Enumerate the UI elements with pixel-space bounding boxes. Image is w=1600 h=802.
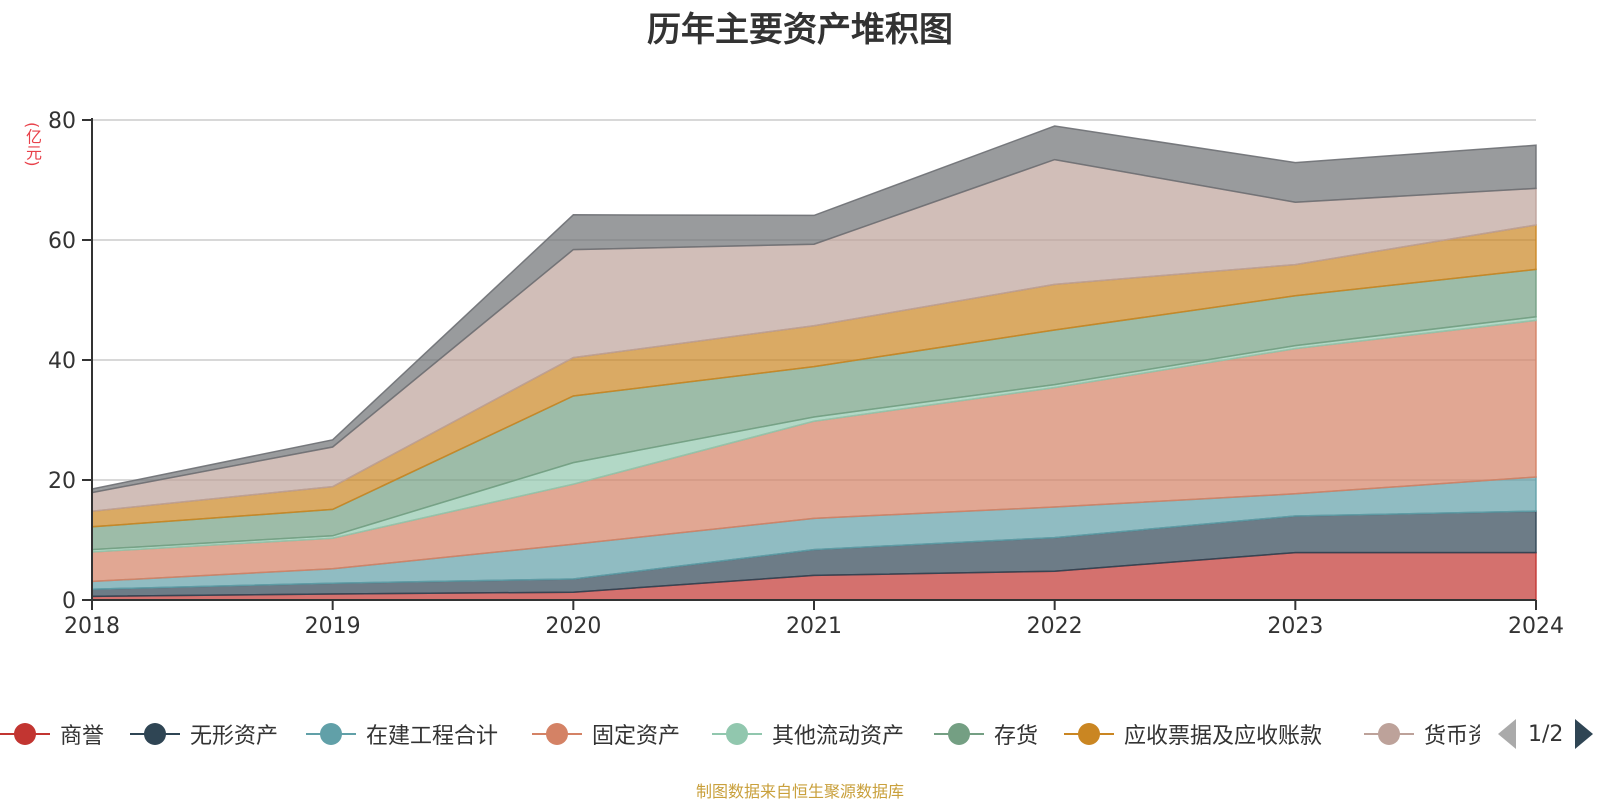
legend-label: 在建工程合计: [366, 724, 499, 749]
legend-item-3[interactable]: 在建工程合计: [306, 712, 498, 756]
x-tick-label-2022: 2022: [1027, 614, 1083, 639]
legend-marker-icon: [1064, 722, 1114, 746]
legend-item-4[interactable]: 固定资产: [532, 712, 680, 756]
x-tick-label-2021: 2021: [786, 614, 842, 639]
y-tick-label-20: 20: [48, 469, 76, 494]
legend-item-1[interactable]: 商誉: [0, 712, 104, 756]
x-tick-label-2018: 2018: [64, 614, 120, 639]
legend-marker-icon: [1364, 722, 1414, 746]
legend-marker-icon: [306, 722, 356, 746]
legend-label: 存货: [994, 724, 1039, 749]
x-tick-label-2024: 2024: [1508, 614, 1564, 639]
legend-label: 其他流动资产: [772, 724, 905, 749]
legend-item-5[interactable]: 其他流动资产: [712, 712, 904, 756]
y-axis-unit-label: (亿元): [23, 122, 42, 167]
chart-title: 历年主要资产堆积图: [647, 10, 953, 50]
legend-label: 应收票据及应收账款: [1124, 724, 1323, 749]
legend-marker-icon: [934, 722, 984, 746]
legend-page-indicator: 1/2: [1528, 721, 1564, 747]
legend: 商誉 无形资产 在建工程合计 固定资产 其他流动资产 存货 应收票据及应收账款 货币资金: [0, 712, 1600, 756]
legend-marker-icon: [712, 722, 762, 746]
x-tick-label-2020: 2020: [545, 614, 601, 639]
legend-marker-icon: [532, 722, 582, 746]
x-tick-label-2019: 2019: [305, 614, 361, 639]
legend-item-8[interactable]: 货币资金: [1364, 712, 1480, 756]
legend-label: 固定资产: [592, 724, 681, 749]
legend-item-2[interactable]: 无形资产: [130, 712, 278, 756]
legend-label: 商誉: [60, 724, 105, 749]
legend-label: 无形资产: [190, 724, 279, 749]
legend-marker-icon: [0, 722, 50, 746]
area-series-9: [91, 125, 1537, 494]
y-tick-label-80: 80: [48, 109, 76, 134]
legend-marker-icon: [130, 722, 180, 746]
legend-item-6[interactable]: 存货: [934, 712, 1038, 756]
legend-item-7[interactable]: 应收票据及应收账款: [1064, 712, 1322, 756]
y-tick-label-60: 60: [48, 229, 76, 254]
legend-next-page-icon[interactable]: [1575, 719, 1594, 749]
legend-items: 商誉 无形资产 在建工程合计 固定资产 其他流动资产 存货 应收票据及应收账款 货币资金: [0, 712, 1480, 756]
legend-pager: 1/2: [1498, 716, 1594, 752]
data-source-note: 制图数据来自恒生聚源数据库: [695, 782, 904, 801]
legend-label: 货币资金: [1424, 724, 1480, 749]
x-tick-label-2023: 2023: [1267, 614, 1323, 639]
y-tick-label-40: 40: [48, 349, 76, 374]
y-tick-label-0: 0: [62, 589, 76, 614]
legend-prev-page-icon[interactable]: [1498, 719, 1516, 749]
